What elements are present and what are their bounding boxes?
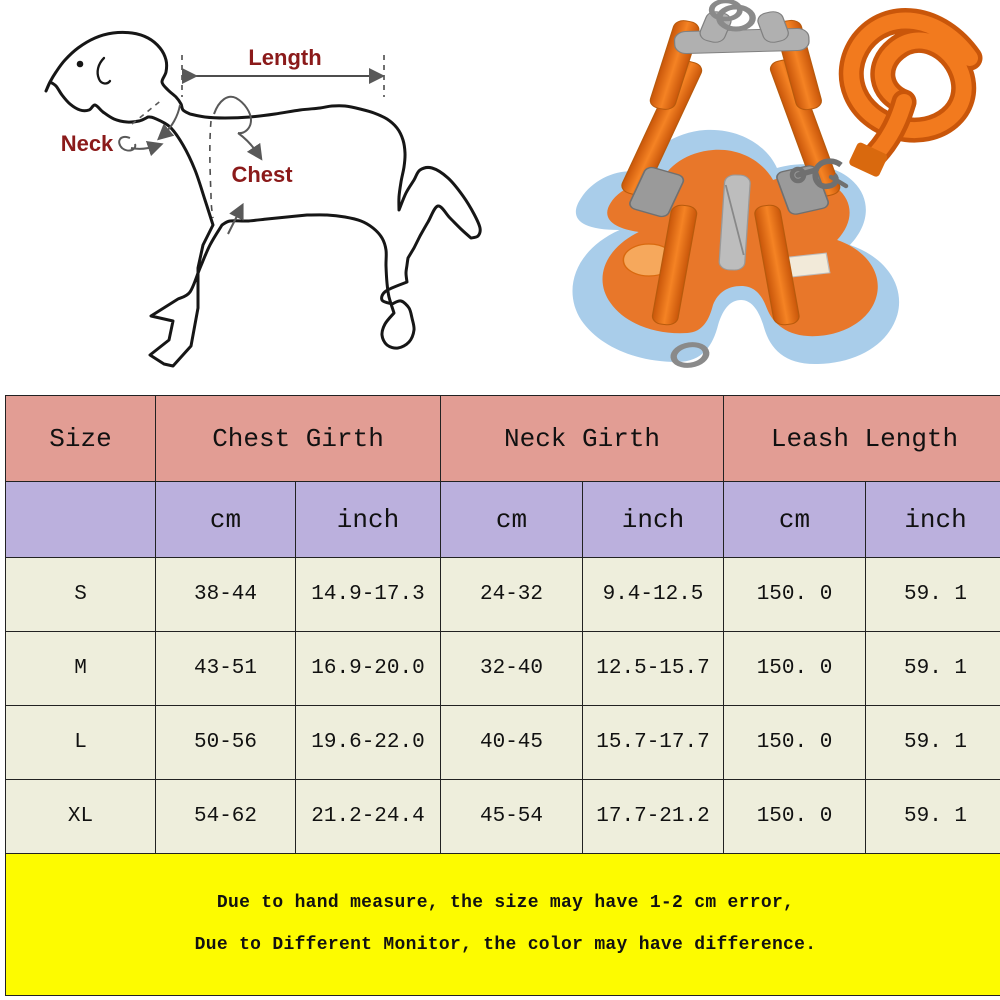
svg-text:Chest: Chest [231, 162, 293, 187]
svg-text:Neck: Neck [61, 131, 114, 156]
svg-text:Length: Length [248, 45, 321, 70]
